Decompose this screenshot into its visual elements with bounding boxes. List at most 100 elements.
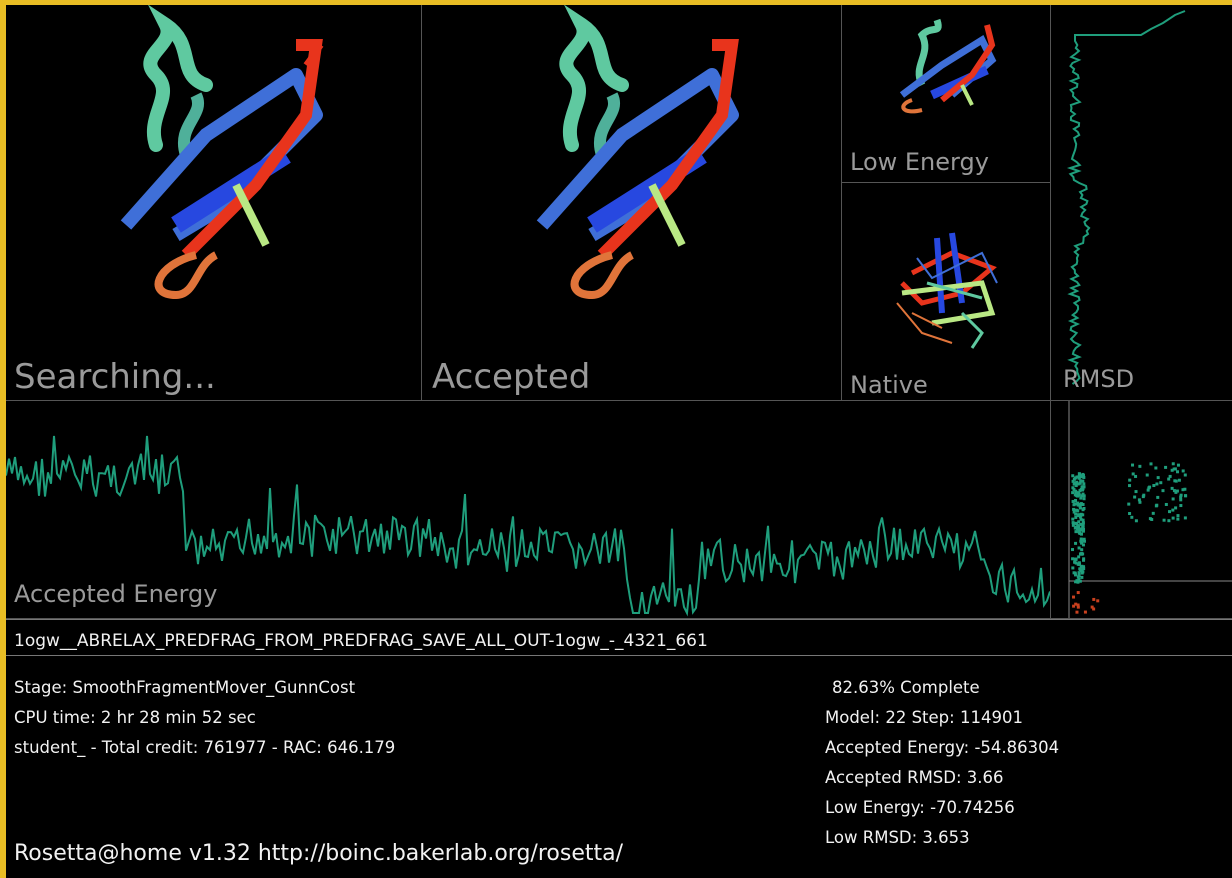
scatter-point bbox=[1096, 599, 1100, 603]
credit-text: student_ - Total credit: 761977 - RAC: 6… bbox=[14, 738, 396, 757]
scatter-point bbox=[1076, 605, 1080, 609]
footer-version-url: Rosetta@home v1.32 http://boinc.bakerlab… bbox=[14, 841, 624, 866]
scatter-point bbox=[1092, 607, 1096, 611]
scatter-point bbox=[1072, 604, 1076, 608]
scatter-point bbox=[1176, 463, 1180, 467]
scatter-point bbox=[1077, 472, 1081, 476]
percent-complete: 82.63% Complete bbox=[832, 678, 980, 697]
scatter-point bbox=[1164, 502, 1168, 506]
scatter-point bbox=[1176, 517, 1180, 521]
scatter-point bbox=[1080, 485, 1084, 489]
scatter-point bbox=[1131, 463, 1135, 467]
scatter-point bbox=[1134, 474, 1138, 478]
scatter-point bbox=[1073, 560, 1077, 564]
scatter-point bbox=[1074, 489, 1078, 493]
scatter-point bbox=[1076, 603, 1080, 607]
scatter-point bbox=[1156, 495, 1160, 499]
scatter-point bbox=[1078, 504, 1082, 508]
scatter-point bbox=[1181, 488, 1185, 492]
searching-protein-structure bbox=[120, 5, 324, 300]
scatter-point bbox=[1074, 512, 1078, 516]
scatter-point bbox=[1083, 610, 1087, 614]
scatter-point bbox=[1078, 531, 1082, 535]
scatter-point bbox=[1079, 532, 1083, 536]
scatter-point bbox=[1082, 527, 1086, 531]
scatter-point bbox=[1074, 573, 1078, 577]
scatter-point bbox=[1168, 510, 1172, 514]
scatter-point bbox=[1077, 520, 1081, 524]
scatter-point bbox=[1130, 515, 1134, 519]
scatter-point bbox=[1072, 510, 1076, 514]
scatter-point bbox=[1092, 597, 1096, 601]
scatter-point bbox=[1071, 517, 1075, 521]
scatter-point bbox=[1079, 565, 1083, 569]
scatter-point bbox=[1155, 503, 1159, 507]
rmsd-trace bbox=[1066, 10, 1186, 385]
scatter-point bbox=[1128, 512, 1132, 516]
scatter-point bbox=[1071, 523, 1075, 527]
scatter-point bbox=[1080, 541, 1084, 545]
scatter-point bbox=[1172, 467, 1176, 471]
scatter-point bbox=[1079, 537, 1083, 541]
cpu-time-text: CPU time: 2 hr 28 min 52 sec bbox=[14, 708, 256, 727]
rosetta-screensaver: Searching... Accepted Low Energy bbox=[6, 5, 1232, 878]
accepted-protein-structure bbox=[536, 5, 739, 300]
scatter-point bbox=[1082, 539, 1086, 543]
scatter-point bbox=[1173, 479, 1177, 483]
energy-vs-rmsd-scatter bbox=[1068, 401, 1232, 618]
scatter-point bbox=[1080, 571, 1084, 575]
scatter-point bbox=[1077, 513, 1081, 517]
scatter-point bbox=[1071, 499, 1075, 503]
scatter-point bbox=[1080, 575, 1084, 579]
scatter-point bbox=[1079, 475, 1083, 479]
scatter-point bbox=[1081, 518, 1085, 522]
scatter-point bbox=[1171, 516, 1175, 520]
scatter-point bbox=[1170, 468, 1174, 472]
scatter-point bbox=[1162, 518, 1166, 522]
scatter-point bbox=[1179, 498, 1183, 502]
rmsd-label: RMSD bbox=[1063, 365, 1135, 393]
scatter-point bbox=[1079, 479, 1083, 483]
scatter-point bbox=[1071, 566, 1075, 570]
low-rmsd-value: Low RMSD: 3.653 bbox=[825, 828, 970, 847]
scatter-point bbox=[1128, 484, 1132, 488]
scatter-point bbox=[1073, 526, 1077, 530]
scatter-point bbox=[1074, 541, 1078, 545]
scatter-point bbox=[1071, 486, 1075, 490]
scatter-point bbox=[1167, 519, 1171, 523]
scatter-point bbox=[1075, 610, 1079, 614]
scatter-point bbox=[1161, 489, 1165, 493]
searching-label: Searching... bbox=[14, 357, 216, 397]
scatter-point bbox=[1078, 515, 1082, 519]
scatter-point bbox=[1082, 506, 1086, 510]
scatter-point bbox=[1131, 472, 1135, 476]
scatter-point bbox=[1081, 502, 1085, 506]
scatter-point bbox=[1077, 555, 1081, 559]
scatter-point bbox=[1081, 529, 1085, 533]
scatter-point bbox=[1075, 480, 1079, 484]
scatter-point bbox=[1074, 557, 1078, 561]
scatter-point bbox=[1076, 562, 1080, 566]
scatter-point bbox=[1133, 495, 1137, 499]
scatter-point bbox=[1172, 489, 1176, 493]
scatter-point bbox=[1078, 579, 1082, 583]
scatter-point bbox=[1174, 490, 1178, 494]
scatter-point bbox=[1077, 561, 1081, 565]
scatter-point bbox=[1147, 486, 1151, 490]
job-name-divider bbox=[6, 619, 1232, 620]
scatter-point bbox=[1149, 462, 1153, 466]
accepted-rmsd-value: Accepted RMSD: 3.66 bbox=[825, 768, 1004, 787]
accepted-panel: Accepted bbox=[422, 5, 842, 401]
low-energy-protein-structure bbox=[899, 18, 997, 114]
scatter-point bbox=[1077, 546, 1081, 550]
scatter-point bbox=[1074, 580, 1078, 584]
scatter-point bbox=[1079, 522, 1083, 526]
scatter-point bbox=[1071, 557, 1075, 561]
scatter-point bbox=[1078, 481, 1082, 485]
scatter-point bbox=[1128, 478, 1132, 482]
scatter-point bbox=[1077, 492, 1081, 496]
scatter-point bbox=[1078, 506, 1082, 510]
native-protein-structure bbox=[896, 232, 998, 349]
scatter-point bbox=[1138, 464, 1142, 468]
scatter-point bbox=[1168, 474, 1172, 478]
